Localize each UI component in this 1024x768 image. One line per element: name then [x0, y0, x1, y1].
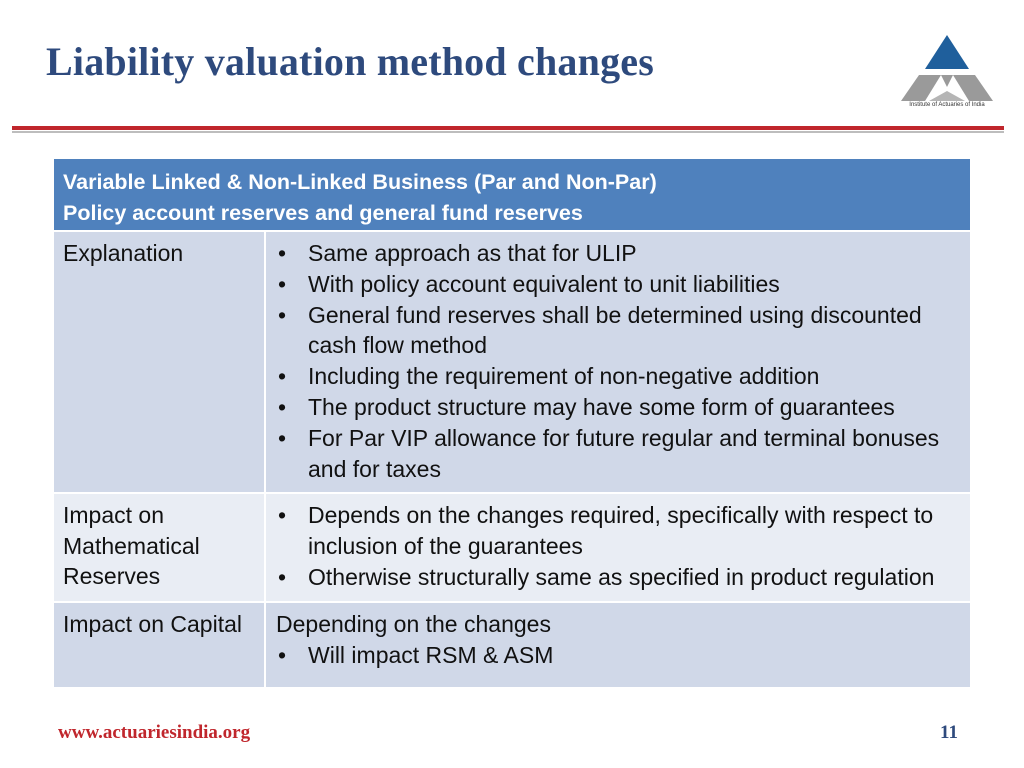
bullet-list: Will impact RSM & ASM — [276, 640, 964, 671]
table-row-mathematical-reserves: Impact on Mathematical Reserves Depends … — [52, 492, 972, 603]
table-row-capital: Impact on Capital Depending on the chang… — [52, 600, 972, 689]
row-lead-text: Depending on the changes — [276, 610, 551, 637]
title-divider-red — [12, 126, 1004, 130]
list-item: Same approach as that for ULIP — [276, 238, 964, 269]
title-divider-grey — [12, 131, 1004, 133]
list-item: With policy account equivalent to unit l… — [276, 269, 964, 300]
row-label-mathematical-reserves: Impact on Mathematical Reserves — [52, 492, 266, 603]
bullet-list: Depends on the changes required, specifi… — [276, 500, 964, 592]
bullet-list: Same approach as that for ULIP With poli… — [276, 238, 964, 484]
row-label-capital: Impact on Capital — [52, 600, 266, 689]
list-item: For Par VIP allowance for future regular… — [276, 423, 964, 485]
slide-title: Liability valuation method changes — [46, 39, 654, 84]
list-item: Depends on the changes required, specifi… — [276, 500, 964, 562]
footer-website-link[interactable]: www.actuariesindia.org — [58, 722, 251, 743]
table-header-cell: Variable Linked & Non-Linked Business (P… — [52, 157, 972, 232]
table-header-line-1: Variable Linked & Non-Linked Business (P… — [63, 170, 657, 194]
valuation-table: Variable Linked & Non-Linked Business (P… — [52, 157, 972, 689]
logo-caption: Institute of Actuaries of India — [909, 102, 985, 108]
row-body-mathematical-reserves: Depends on the changes required, specifi… — [264, 492, 972, 603]
page-number: 11 — [940, 722, 958, 743]
row-body-explanation: Same approach as that for ULIP With poli… — [264, 229, 972, 495]
list-item: General fund reserves shall be determine… — [276, 300, 964, 362]
list-item: Will impact RSM & ASM — [276, 640, 964, 671]
list-item: The product structure may have some form… — [276, 392, 964, 423]
table-header-row: Variable Linked & Non-Linked Business (P… — [52, 157, 972, 232]
table-header-line-2: Policy account reserves and general fund… — [63, 200, 583, 225]
table-row-explanation: Explanation Same approach as that for UL… — [52, 229, 972, 495]
row-body-capital: Depending on the changes Will impact RSM… — [264, 600, 972, 689]
list-item: Otherwise structurally same as specified… — [276, 562, 964, 593]
list-item: Including the requirement of non-negativ… — [276, 361, 964, 392]
institute-logo-icon — [901, 35, 993, 101]
row-label-explanation: Explanation — [52, 229, 266, 495]
